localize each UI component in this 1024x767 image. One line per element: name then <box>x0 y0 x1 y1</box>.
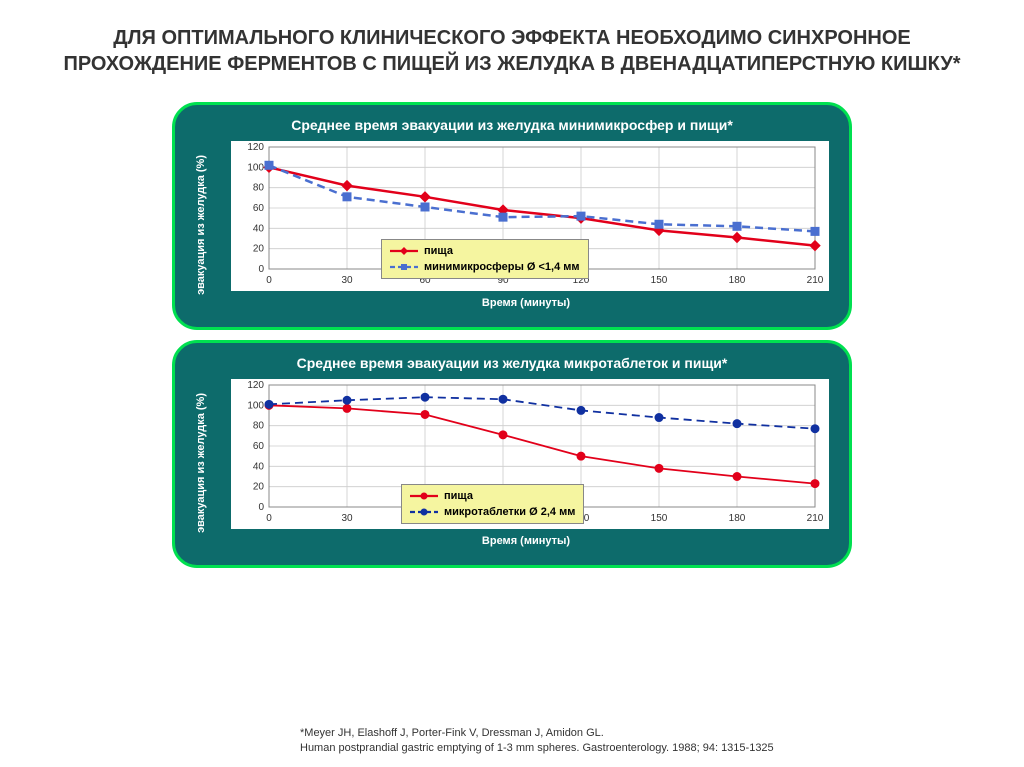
svg-text:20: 20 <box>253 482 265 493</box>
citation: *Meyer JH, Elashoff J, Porter-Fink V, Dr… <box>300 726 964 755</box>
svg-text:20: 20 <box>253 244 265 255</box>
legend-label: пища <box>444 490 473 502</box>
legend-item: пища <box>390 243 580 259</box>
legend-label: минимикросферы Ø <1,4 мм <box>424 261 580 273</box>
chart1-ylabel: эвакуация из желудка (%) <box>195 155 223 295</box>
legend-label: пища <box>424 245 453 257</box>
svg-text:0: 0 <box>266 513 272 524</box>
svg-text:210: 210 <box>807 275 824 286</box>
svg-text:180: 180 <box>729 513 746 524</box>
svg-text:0: 0 <box>258 264 264 275</box>
citation-line1: *Meyer JH, Elashoff J, Porter-Fink V, Dr… <box>300 726 964 740</box>
svg-text:30: 30 <box>341 513 353 524</box>
svg-text:40: 40 <box>253 461 265 472</box>
chart2-ylabel: эвакуация из желудка (%) <box>195 393 223 533</box>
page-title: ДЛЯ ОПТИМАЛЬНОГО КЛИНИЧЕСКОГО ЭФФЕКТА НЕ… <box>0 0 1024 92</box>
svg-text:60: 60 <box>253 203 265 214</box>
svg-text:30: 30 <box>341 275 353 286</box>
legend-item: пища <box>410 488 575 504</box>
svg-text:40: 40 <box>253 223 265 234</box>
legend-item: минимикросферы Ø <1,4 мм <box>390 259 580 275</box>
svg-text:80: 80 <box>253 421 265 432</box>
svg-text:0: 0 <box>258 502 264 513</box>
svg-text:180: 180 <box>729 275 746 286</box>
legend-label: микротаблетки Ø 2,4 мм <box>444 506 575 518</box>
chart1-title: Среднее время эвакуации из желудка миним… <box>195 117 829 133</box>
svg-text:120: 120 <box>247 380 264 391</box>
svg-text:100: 100 <box>247 162 264 173</box>
svg-text:80: 80 <box>253 183 265 194</box>
citation-line2: Human postprandial gastric emptying of 1… <box>300 741 964 755</box>
svg-text:60: 60 <box>253 441 265 452</box>
chart2-title: Среднее время эвакуации из желудка микро… <box>195 355 829 371</box>
chart-panel-1: Среднее время эвакуации из желудка миним… <box>172 102 852 330</box>
svg-text:100: 100 <box>247 400 264 411</box>
chart2-xlabel: Время (минуты) <box>223 535 829 547</box>
chart2-plot: 0204060801001200306090120150180210 пища … <box>231 379 829 529</box>
svg-text:120: 120 <box>247 142 264 153</box>
chart-panel-2: Среднее время эвакуации из желудка микро… <box>172 340 852 568</box>
svg-text:0: 0 <box>266 275 272 286</box>
legend-item: микротаблетки Ø 2,4 мм <box>410 504 575 520</box>
svg-text:210: 210 <box>807 513 824 524</box>
svg-text:150: 150 <box>651 275 668 286</box>
svg-text:150: 150 <box>651 513 668 524</box>
chart1-plot: 0204060801001200306090120150180210 пища … <box>231 141 829 291</box>
chart1-xlabel: Время (минуты) <box>223 297 829 309</box>
